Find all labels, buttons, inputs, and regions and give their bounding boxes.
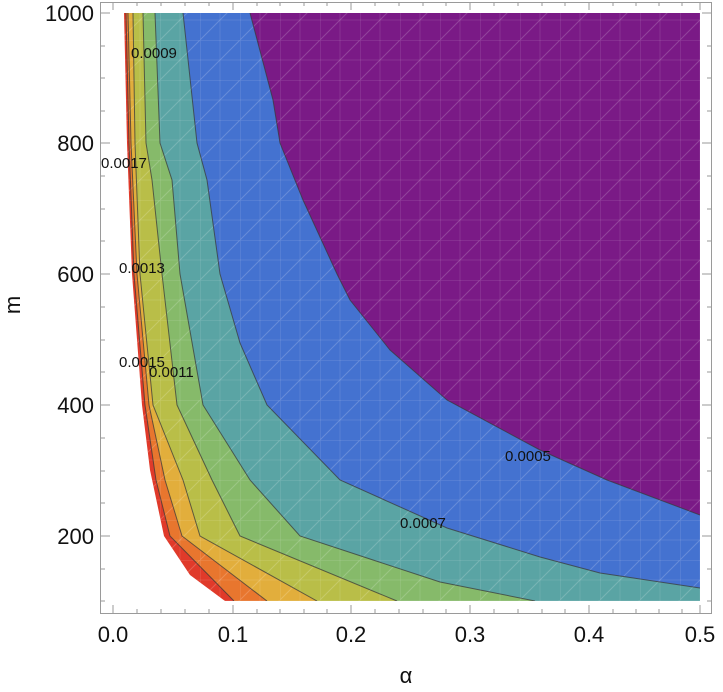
y-tick-label: 1000 — [45, 1, 94, 26]
y-axis-label: m — [0, 296, 25, 314]
contour-line-0.0009 — [154, 13, 536, 601]
x-tick-labels: 0.0 0.1 0.2 0.3 0.4 0.5 — [98, 622, 716, 647]
contour-line-0.0005 — [249, 13, 700, 516]
contour-line-0.0013 — [132, 13, 318, 601]
x-axis-label: α — [400, 663, 413, 688]
y-tick-label: 800 — [57, 131, 94, 156]
mesh-overlay — [124, 13, 700, 601]
contour-labels: 0.0009 0.0017 0.0013 0.0015 0.0011 0.000… — [101, 45, 551, 532]
plot-frame — [100, 2, 712, 614]
y-tick-label: 600 — [57, 262, 94, 287]
y-tick-label: 400 — [57, 393, 94, 418]
region-undefined — [113, 13, 225, 601]
x-tick-label: 0.5 — [685, 622, 716, 647]
contour-line-0.0017 — [125, 13, 235, 601]
y-ticks — [100, 12, 712, 602]
contour-line-0.0015 — [127, 13, 268, 601]
contour-lines — [125, 13, 700, 601]
x-tick-label: 0.3 — [455, 622, 486, 647]
x-tick-label: 0.4 — [574, 622, 605, 647]
contour-label-0.0013: 0.0013 — [119, 260, 165, 277]
x-ticks — [112, 2, 701, 613]
y-tick-label: 200 — [57, 524, 94, 549]
x-tick-label: 0.1 — [218, 622, 249, 647]
x-tick-label: 0.2 — [336, 622, 367, 647]
contour-label-0.0007: 0.0007 — [400, 515, 446, 532]
contour-label-0.0015: 0.0015 — [119, 354, 165, 371]
y-tick-labels: 200 400 600 800 1000 — [45, 1, 94, 549]
x-tick-label: 0.0 — [98, 622, 129, 647]
contour-label-0.0011: 0.0011 — [149, 364, 194, 381]
contour-line-0.0007 — [182, 13, 700, 589]
contour-label-0.0005: 0.0005 — [505, 448, 551, 465]
contour-label-0.0009: 0.0009 — [131, 45, 177, 62]
contour-label-0.0017: 0.0017 — [101, 155, 147, 172]
contour-regions — [113, 13, 700, 601]
contour-line-0.0011 — [142, 13, 398, 601]
